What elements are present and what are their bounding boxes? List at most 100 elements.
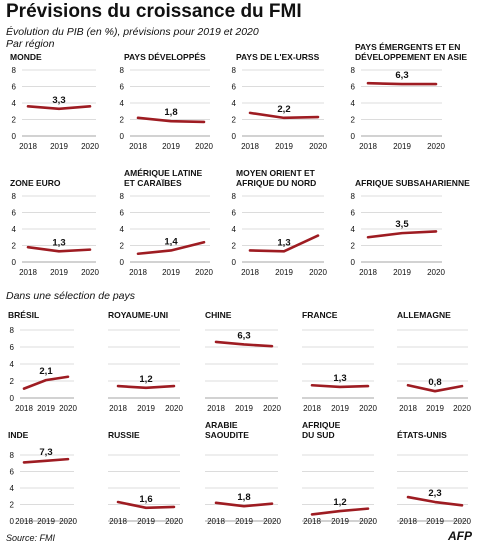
series-line <box>214 340 274 348</box>
data-label: 6,3 <box>395 70 408 81</box>
series-line <box>136 116 206 124</box>
chart-panel: ZONE EURO 0 2 4 6 8 2018 2019 2020 1,3 <box>10 178 99 277</box>
x-tick-label: 2019 <box>50 268 68 277</box>
x-tick-label: 2019 <box>137 404 155 413</box>
x-tick-label: 2019 <box>331 404 349 413</box>
panel-title: PAYS ÉMERGENTS ET EN <box>355 42 460 52</box>
panel-title: CHINE <box>205 310 232 320</box>
x-tick-label: 2018 <box>241 142 259 151</box>
x-tick-label: 2020 <box>59 404 77 413</box>
y-tick-label: 6 <box>12 209 17 218</box>
series-line <box>116 500 176 510</box>
x-tick-label: 2020 <box>309 142 327 151</box>
x-tick-label: 2020 <box>195 142 213 151</box>
y-tick-label: 2 <box>232 242 237 251</box>
data-label: 1,3 <box>52 237 65 248</box>
data-label: 7,3 <box>39 447 52 458</box>
page-subtitle: Évolution du PIB (en %), prévisions pour… <box>6 26 259 38</box>
y-tick-label: 6 <box>232 209 237 218</box>
x-tick-label: 2019 <box>331 517 349 526</box>
x-tick-label: 2018 <box>19 142 37 151</box>
series-line <box>136 240 206 256</box>
x-tick-label: 2019 <box>235 404 253 413</box>
panel-title: MOYEN ORIENT ET <box>236 168 316 178</box>
x-tick-label: 2018 <box>399 517 417 526</box>
x-tick-label: 2018 <box>207 404 225 413</box>
x-tick-label: 2020 <box>427 142 445 151</box>
chart-panel: BRÉSIL 0 2 4 6 8 2018 2019 2020 2,1 <box>8 310 77 413</box>
data-label: 1,3 <box>277 237 290 248</box>
data-label: 2,1 <box>39 366 53 377</box>
x-tick-label: 2020 <box>81 142 99 151</box>
y-tick-label: 2 <box>12 116 17 125</box>
x-tick-label: 2020 <box>165 404 183 413</box>
y-tick-label: 6 <box>120 83 125 92</box>
series-line <box>26 245 92 253</box>
x-tick-label: 2019 <box>50 142 68 151</box>
y-tick-label: 0 <box>10 517 15 526</box>
panel-title: FRANCE <box>302 310 338 320</box>
series-line <box>22 457 70 464</box>
series-line <box>248 234 320 253</box>
x-tick-label: 2020 <box>81 268 99 277</box>
data-label: 3,3 <box>52 95 65 106</box>
data-label: 1,2 <box>333 497 346 508</box>
panel-title: MONDE <box>10 52 42 62</box>
x-tick-label: 2019 <box>37 517 55 526</box>
y-tick-label: 2 <box>232 116 237 125</box>
y-tick-label: 2 <box>351 242 356 251</box>
country-section-label: Dans une sélection de pays <box>6 290 135 302</box>
panel-title: BRÉSIL <box>8 310 39 320</box>
x-tick-label: 2019 <box>426 517 444 526</box>
y-tick-label: 0 <box>12 258 17 267</box>
data-label: 1,6 <box>139 494 152 505</box>
panel-title: PAYS DÉVELOPPÉS <box>124 52 206 62</box>
panel-title: PAYS DE L'EX-URSS <box>236 52 320 62</box>
series-line <box>366 81 438 86</box>
x-tick-label: 2018 <box>241 268 259 277</box>
y-tick-label: 0 <box>120 258 125 267</box>
panel-title: RUSSIE <box>108 430 140 440</box>
y-tick-label: 0 <box>12 132 17 141</box>
y-tick-label: 4 <box>232 99 237 108</box>
x-tick-label: 2020 <box>263 404 281 413</box>
chart-panel: PAYS DE L'EX-URSS 0 2 4 6 8 2018 2019 2020 2,2 <box>232 52 328 151</box>
chart-panel: FRANCE 2018 2019 2020 1,3 <box>302 310 377 413</box>
y-tick-label: 4 <box>120 225 125 234</box>
series-line <box>214 501 274 508</box>
x-tick-label: 2020 <box>359 404 377 413</box>
series-line <box>366 230 438 239</box>
panel-title: DU SUD <box>302 430 335 440</box>
chart-panel: AFRIQUE SUBSAHARIENNE 0 2 4 6 8 2018 2019 2020 3,… <box>351 178 471 277</box>
x-tick-label: 2018 <box>15 404 33 413</box>
x-tick-label: 2019 <box>275 268 293 277</box>
source-note: Source: FMI <box>6 533 56 543</box>
y-tick-label: 0 <box>232 132 237 141</box>
x-tick-label: 2020 <box>165 517 183 526</box>
y-tick-label: 8 <box>10 326 15 335</box>
x-tick-label: 2018 <box>109 517 127 526</box>
y-tick-label: 2 <box>351 116 356 125</box>
y-tick-label: 8 <box>10 451 15 460</box>
x-tick-label: 2018 <box>109 404 127 413</box>
series-line <box>310 507 370 516</box>
y-tick-label: 6 <box>12 83 17 92</box>
x-tick-label: 2020 <box>453 404 471 413</box>
x-tick-label: 2020 <box>453 517 471 526</box>
x-tick-label: 2019 <box>426 404 444 413</box>
y-tick-label: 8 <box>120 66 125 75</box>
y-tick-label: 2 <box>120 242 125 251</box>
x-tick-label: 2018 <box>207 517 225 526</box>
y-tick-label: 6 <box>351 209 356 218</box>
panel-title: ET CARAÏBES <box>124 178 182 188</box>
panel-title: ARABIE <box>205 420 238 430</box>
y-tick-label: 8 <box>351 66 356 75</box>
panel-title: AFRIQUE <box>302 420 341 430</box>
panel-title: ROYAUME-UNI <box>108 310 168 320</box>
series-line <box>310 383 370 389</box>
panel-title: AFRIQUE SUBSAHARIENNE <box>355 178 470 188</box>
